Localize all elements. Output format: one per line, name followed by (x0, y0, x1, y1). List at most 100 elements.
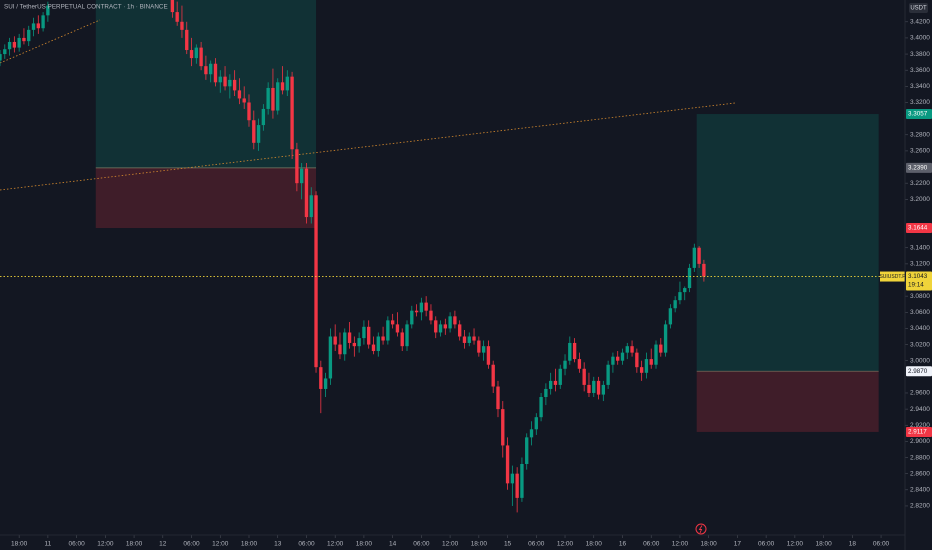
trend-line (0, 19, 101, 64)
candle-body (596, 380, 601, 395)
candle-body (702, 263, 706, 277)
candle-body (505, 445, 510, 484)
x-tick-label: 18:00 (471, 541, 488, 548)
x-tick-label: 11 (45, 541, 52, 548)
candle-body (223, 76, 227, 87)
candle-body (410, 310, 414, 325)
candle-body (462, 336, 467, 343)
candle-body (568, 342, 572, 361)
candle-body (390, 320, 395, 325)
stop-price-label-box (906, 426, 932, 437)
candle-body (414, 310, 419, 313)
candle-body (276, 82, 280, 111)
candle-body (46, 5, 50, 16)
candle-body (697, 247, 701, 264)
candle-body (343, 332, 347, 355)
candle-body (189, 50, 194, 59)
candle-body (185, 29, 189, 51)
candle-body (563, 360, 567, 369)
last-price-label: 3.1043 (908, 273, 928, 280)
candle-body (649, 359, 653, 365)
x-tick-label: 18:00 (11, 541, 28, 548)
y-tick-label: 2.8200 (910, 503, 930, 510)
entry-price-label-box (906, 162, 932, 173)
candle-body (486, 346, 491, 365)
currency-badge[interactable] (909, 3, 928, 13)
x-tick-label: 06:00 (298, 541, 315, 548)
candle-body (400, 332, 404, 347)
entry-price-label: 3.2390 (908, 165, 928, 172)
y-tick-label: 3.4000 (910, 35, 930, 42)
y-tick-label: 3.3800 (910, 51, 930, 58)
y-tick-label: 3.2200 (910, 180, 930, 187)
candle-body (539, 397, 543, 418)
candle-body (213, 63, 218, 83)
candle-body (41, 15, 45, 29)
y-tick-label: 3.3600 (910, 67, 930, 74)
x-tick-label: 18:00 (126, 541, 143, 548)
candle-body (290, 76, 294, 150)
y-tick-label: 3.0600 (910, 309, 930, 316)
x-tick-label: 06:00 (413, 541, 430, 548)
candle-body (491, 364, 495, 387)
candle-body (501, 409, 505, 446)
stop-price-label: 2.9117 (908, 429, 927, 436)
candle-body (520, 463, 524, 498)
candle-body (687, 267, 692, 289)
candle-body (266, 87, 270, 109)
countdown-label: 19:14 (908, 282, 924, 289)
y-tick-label: 2.8400 (910, 487, 930, 494)
candle-body (663, 324, 668, 353)
candle-body (376, 336, 380, 352)
candle-body (458, 324, 462, 337)
x-tick-label: 18:00 (241, 541, 258, 548)
candle-body (529, 429, 534, 438)
candle-body (218, 76, 222, 83)
candle-body (209, 63, 213, 75)
y-tick-label: 2.9400 (910, 406, 930, 413)
candle-body (438, 324, 443, 333)
stop-price-label: 3.1644 (908, 225, 928, 232)
candle-body (611, 356, 615, 365)
last-price-box (906, 271, 932, 291)
candle-body (644, 359, 649, 373)
candle-body (328, 336, 333, 379)
candle-body (242, 98, 246, 103)
candle-body (582, 368, 586, 385)
candle-body (180, 21, 184, 30)
candle-body (472, 336, 476, 341)
candle-body (515, 473, 519, 498)
chart-title: SUI / TetherUS PERPETUAL CONTRACT · 1h ·… (4, 4, 168, 11)
x-tick-label: 06:00 (183, 541, 200, 548)
y-tick-label: 2.8800 (910, 454, 930, 461)
candle-body (659, 344, 663, 353)
y-tick-label: 3.3400 (910, 83, 930, 90)
y-tick-label: 3.1400 (910, 244, 930, 251)
candle-body (314, 195, 318, 368)
candle-body (683, 288, 687, 293)
x-tick-label: 18:00 (815, 541, 832, 548)
candle-body (606, 364, 610, 385)
y-tick-label: 3.0200 (910, 341, 930, 348)
y-tick-label: 2.9000 (910, 438, 930, 445)
y-tick-label: 3.0000 (910, 357, 930, 364)
candle-body (678, 292, 682, 301)
candle-body (175, 12, 179, 22)
target-price-label: 3.3057 (908, 111, 928, 118)
candle-body (309, 195, 313, 218)
event-icon[interactable] (695, 523, 707, 535)
candle-body (544, 388, 548, 398)
candle-body (386, 320, 390, 341)
stop-price-label-box (906, 223, 932, 234)
loss-zone (696, 371, 879, 432)
candle-body (673, 300, 677, 309)
profit-zone (696, 114, 879, 372)
candle-body (228, 79, 232, 87)
candle-body (362, 326, 366, 339)
candle-body (204, 66, 208, 75)
candle-body (616, 356, 620, 361)
candle-body (639, 367, 644, 373)
candle-body (338, 344, 342, 355)
y-tick-label: 2.9600 (910, 390, 930, 397)
x-tick-label: 12:00 (557, 541, 574, 548)
